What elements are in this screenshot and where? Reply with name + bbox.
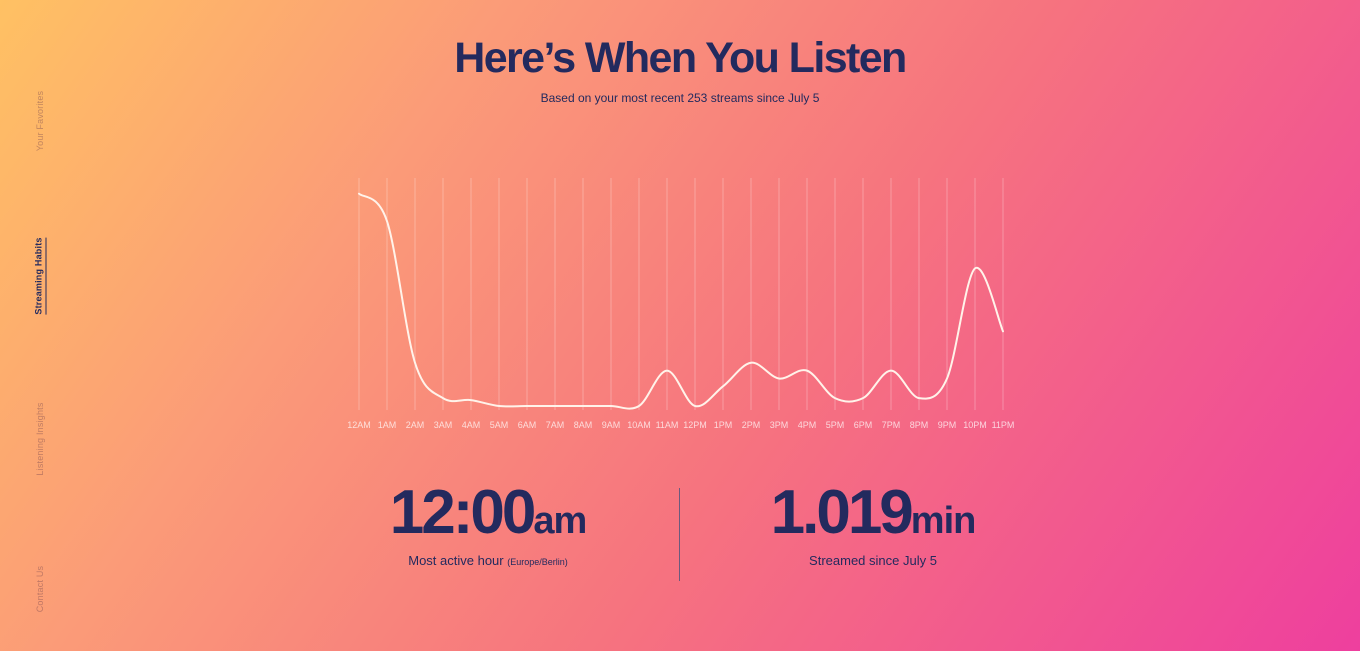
active-hour-caption-text: Most active hour [408,553,504,568]
active-hour-unit: am [533,500,587,542]
listening-hours-chart: 12AM 1AM 2AM 3AM 4AM 5AM 6AM 7AM 8AM 9AM 10AM 11AM 1… [347,178,1015,430]
x-tick-label: 4PM [798,420,817,430]
x-tick-label: 2PM [742,420,761,430]
x-tick-label: 7PM [882,420,901,430]
x-tick-label: 5PM [826,420,845,430]
x-tick-label: 7AM [546,420,565,430]
x-tick-label: 6AM [518,420,537,430]
x-tick-label: 8PM [910,420,929,430]
page-subtitle: Based on your most recent 253 streams si… [540,91,820,105]
x-tick-label: 4AM [462,420,481,430]
streamed-minutes-stat: 1.019min Streamed since July 5 [764,482,982,569]
x-tick-label: 1AM [378,420,397,430]
streamed-minutes-value: 1.019min [764,482,982,544]
x-tick-label: 9PM [938,420,957,430]
x-tick-label: 10AM [627,420,651,430]
active-hour-value: 12:00am [378,482,598,544]
active-hour-number: 12:00 [389,478,537,547]
timezone-label: (Europe/Berlin) [507,557,568,567]
streamed-minutes-number: 1.019 [770,478,914,547]
x-tick-label: 11AM [656,420,679,430]
x-tick-label: 9AM [602,420,621,430]
x-tick-label: 11PM [992,420,1015,430]
page-title: Here’s When You Listen [454,34,907,82]
x-tick-label: 6PM [854,420,873,430]
nav-item-listening-insights[interactable]: Listening Insights [35,402,45,476]
streams-series-line [358,192,1004,410]
stats-divider [679,488,680,581]
x-tick-label: 10PM [963,420,987,430]
nav-item-contact-us[interactable]: Contact Us [35,565,45,613]
streamed-caption: Streamed since July 5 [809,553,937,568]
x-tick-label: 8AM [574,420,593,430]
streamed-minutes-unit: min [910,500,977,542]
active-hour-stat: 12:00am Most active hour (Europe/Berlin) [378,482,598,569]
active-hour-caption: Most active hour (Europe/Berlin) [378,553,598,568]
x-tick-label: 12PM [683,420,707,430]
x-tick-label: 12AM [347,420,371,430]
x-tick-label: 5AM [490,420,509,430]
x-tick-label: 1PM [714,420,733,430]
x-tick-label: 3AM [434,420,453,430]
x-tick-label: 2AM [406,420,425,430]
nav-item-streaming-habits[interactable]: Streaming Habits [33,237,47,315]
x-tick-label: 3PM [770,420,789,430]
